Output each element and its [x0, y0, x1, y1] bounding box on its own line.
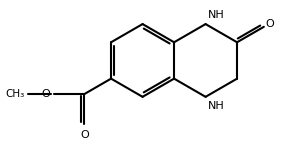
Text: O: O — [41, 89, 50, 99]
Text: O: O — [80, 130, 89, 140]
Text: O: O — [265, 18, 274, 29]
Text: CH₃: CH₃ — [6, 89, 25, 99]
Text: NH: NH — [207, 101, 224, 111]
Text: NH: NH — [207, 10, 224, 20]
